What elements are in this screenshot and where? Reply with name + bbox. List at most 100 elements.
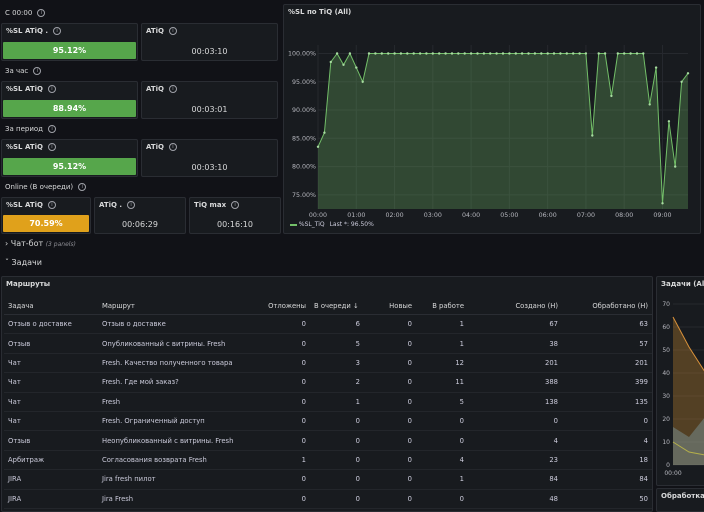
col-header-processed[interactable]: Обработано (Н)	[562, 297, 652, 315]
data-point[interactable]	[591, 134, 594, 137]
table-row[interactable]: Чат Fresh. Ограниченный доступ 0 0 0 0 0 0	[4, 411, 652, 432]
data-point[interactable]	[489, 52, 492, 55]
data-point[interactable]	[680, 80, 683, 84]
table-row[interactable]: Арбитраж Согласования возврата Fresh 1 0 0 4 2…	[4, 450, 652, 471]
info-icon[interactable]: i	[48, 125, 57, 133]
data-point[interactable]	[380, 52, 383, 55]
table-row[interactable]: Отзыв Неопубликованный с витрины. Fresh 0 0…	[4, 430, 652, 451]
data-point[interactable]	[482, 52, 486, 55]
col-header-route[interactable]: Маршрут	[98, 297, 248, 315]
data-point[interactable]	[316, 145, 320, 148]
table-cell: 5	[416, 392, 468, 412]
data-point[interactable]	[374, 52, 377, 55]
data-point[interactable]	[476, 52, 479, 55]
data-point[interactable]	[508, 52, 511, 55]
data-point[interactable]	[329, 60, 332, 64]
data-point[interactable]	[616, 52, 619, 55]
row-tasks[interactable]: ˇ Задачи	[5, 258, 42, 267]
table-row[interactable]: JIRA Jira Fresh 0 0 0 0 48 50	[4, 489, 652, 509]
info-icon[interactable]: i	[33, 67, 42, 75]
sl-gauge: 88.94%	[3, 100, 136, 117]
data-point[interactable]	[578, 52, 581, 55]
info-icon[interactable]: i	[53, 27, 62, 35]
table-cell: 0	[248, 353, 310, 374]
data-point[interactable]	[393, 52, 396, 55]
data-point[interactable]	[603, 52, 607, 55]
data-point[interactable]	[418, 52, 422, 55]
data-point[interactable]	[540, 52, 543, 55]
table-row[interactable]: Чат Fresh. Качество полученного товара 0 3 0…	[4, 353, 652, 374]
y-tick-label: 100.00%	[288, 50, 316, 57]
col-header-task[interactable]: Задача	[4, 297, 98, 315]
data-point[interactable]	[597, 52, 600, 55]
data-point[interactable]	[469, 52, 473, 55]
col-header-postponed[interactable]: Отложены	[248, 297, 310, 315]
data-point[interactable]	[387, 52, 390, 55]
data-point[interactable]	[559, 52, 562, 55]
data-point[interactable]	[425, 52, 428, 55]
col-header-new[interactable]: Новые	[364, 297, 416, 315]
data-point[interactable]	[565, 52, 568, 55]
col-header-in-progress[interactable]: В работе	[416, 297, 468, 315]
info-icon[interactable]: i	[169, 85, 177, 93]
row-chatbot[interactable]: › Чат-бот (3 panels)	[5, 239, 76, 248]
table-row[interactable]: Чат Fresh 0 1 0 5 138 135	[4, 392, 652, 412]
data-point[interactable]	[648, 103, 651, 106]
info-icon[interactable]: i	[78, 183, 87, 191]
table-row[interactable]: Чат Fresh. Где мой заказ? 0 2 0 11 388 399	[4, 372, 652, 393]
data-point[interactable]	[323, 131, 326, 134]
data-point[interactable]	[623, 52, 626, 55]
info-icon[interactable]: i	[47, 143, 56, 151]
data-point[interactable]	[533, 52, 537, 55]
data-point[interactable]	[661, 202, 664, 205]
data-point[interactable]	[642, 52, 645, 55]
data-point[interactable]	[501, 52, 505, 55]
data-point[interactable]	[667, 120, 671, 123]
info-icon[interactable]: i	[47, 85, 56, 93]
data-point[interactable]	[399, 52, 403, 55]
table-row[interactable]: JIRA Jira fresh пилот 0 0 0 1 84 84	[4, 469, 652, 490]
data-point[interactable]	[495, 52, 498, 55]
table-cell: Отзыв о доставке	[98, 314, 248, 335]
data-point[interactable]	[463, 52, 466, 55]
data-point[interactable]	[520, 52, 524, 55]
data-point[interactable]	[406, 52, 409, 55]
col-header-created[interactable]: Создано (Н)	[468, 297, 562, 315]
data-point[interactable]	[348, 52, 352, 55]
info-icon[interactable]: i	[231, 201, 240, 209]
chart-legend[interactable]: %SL_TiQ Last *: 96.50%	[290, 221, 374, 228]
data-point[interactable]	[552, 52, 556, 55]
data-point[interactable]	[342, 63, 345, 66]
data-point[interactable]	[355, 66, 358, 69]
info-icon[interactable]: i	[169, 27, 177, 35]
data-point[interactable]	[457, 52, 460, 55]
data-point[interactable]	[438, 52, 441, 55]
data-point[interactable]	[686, 72, 690, 75]
table-cell: 0	[248, 392, 310, 412]
data-point[interactable]	[431, 52, 434, 55]
table-row[interactable]: Отзыв о доставке Отзыв о доставке 0 6 0 1 67 63	[4, 314, 652, 335]
panel-title: ATiQ	[146, 27, 164, 35]
info-icon[interactable]: i	[47, 201, 56, 209]
data-point[interactable]	[412, 52, 415, 55]
data-point[interactable]	[546, 52, 549, 55]
data-point[interactable]	[584, 52, 588, 55]
table-row[interactable]: Отзыв Опубликованный с витрины. Fresh 0 5 0 1…	[4, 333, 652, 354]
data-point[interactable]	[629, 52, 632, 55]
data-point[interactable]	[527, 52, 530, 55]
info-icon[interactable]: i	[127, 201, 136, 209]
info-icon[interactable]: i	[169, 143, 177, 151]
data-point[interactable]	[444, 52, 447, 55]
data-point[interactable]	[335, 52, 339, 55]
data-point[interactable]	[514, 52, 517, 55]
data-point[interactable]	[654, 66, 658, 69]
data-point[interactable]	[450, 52, 454, 55]
data-point[interactable]	[367, 52, 371, 55]
data-point[interactable]	[572, 52, 575, 55]
info-icon[interactable]: i	[37, 9, 46, 17]
data-point[interactable]	[361, 80, 364, 84]
data-point[interactable]	[635, 52, 639, 55]
data-point[interactable]	[610, 94, 613, 98]
col-header-in-queue[interactable]: В очереди ↓	[310, 297, 364, 315]
data-point[interactable]	[674, 165, 677, 168]
